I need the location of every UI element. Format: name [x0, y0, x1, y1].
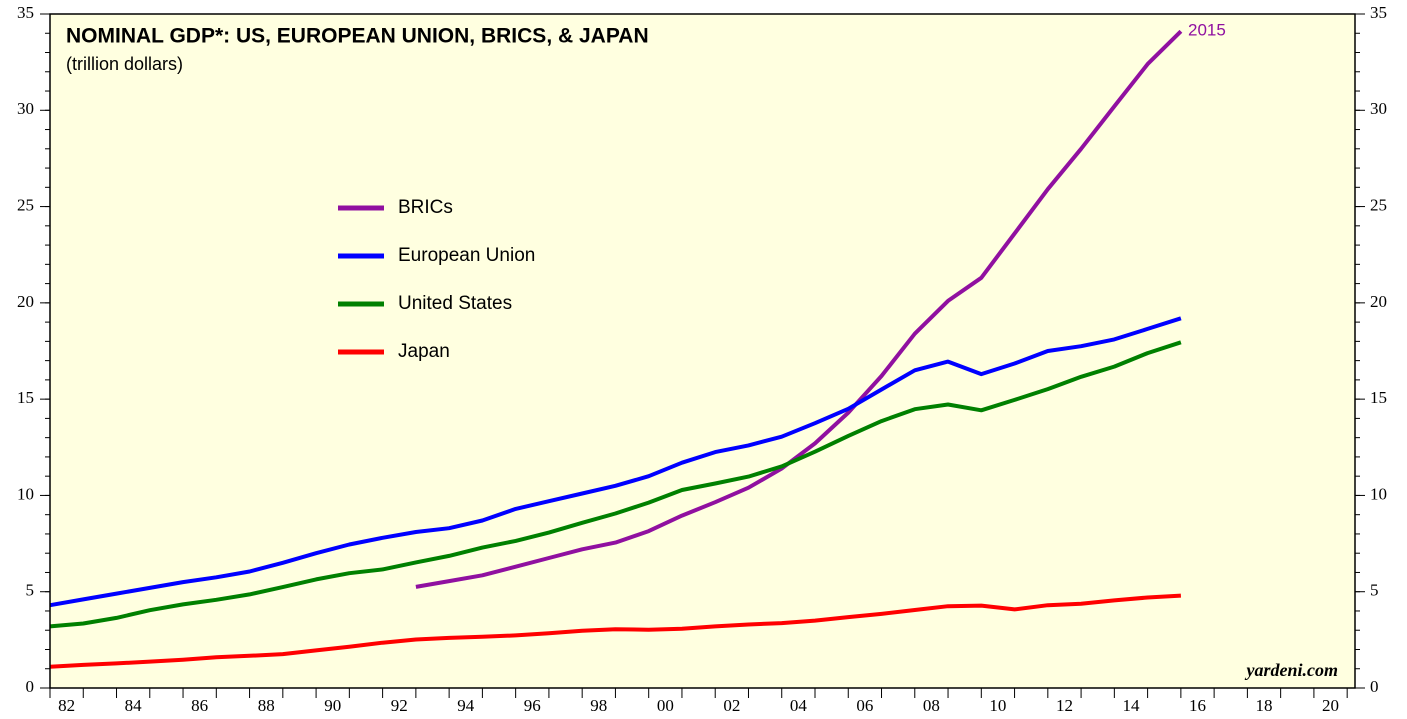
x-tick-label: 94 [457, 696, 475, 715]
legend-label: United States [398, 293, 512, 314]
y2-tick-label: 0 [1370, 677, 1379, 696]
plot-background [50, 14, 1355, 688]
x-tick-label: 98 [590, 696, 607, 715]
x-tick-label: 10 [989, 696, 1006, 715]
y-tick-label: 25 [17, 195, 34, 214]
x-tick-label: 86 [191, 696, 208, 715]
series-line [49, 340, 1182, 629]
y-tick-label: 5 [26, 581, 35, 600]
y2-tick-label: 25 [1370, 195, 1387, 214]
x-tick-label: 82 [58, 696, 75, 715]
x-tick-label: 90 [324, 696, 341, 715]
x-tick-label: 20 [1322, 696, 1339, 715]
x-tick-label: 00 [657, 696, 674, 715]
x-tick-label: 92 [391, 696, 408, 715]
y-tick-label: 30 [17, 99, 34, 118]
x-tick-label: 18 [1256, 696, 1273, 715]
y-tick-label: 10 [17, 484, 34, 503]
legend-label: BRICs [398, 197, 453, 218]
plot-frame [49, 13, 1356, 689]
y2-tick-label: 10 [1370, 484, 1387, 503]
x-tick-label: 04 [790, 696, 808, 715]
x-tick-label: 06 [856, 696, 873, 715]
chart-subtitle: (trillion dollars) [66, 54, 183, 74]
chart-title: NOMINAL GDP*: US, EUROPEAN UNION, BRICS,… [66, 25, 649, 48]
legend-label: European Union [398, 245, 535, 266]
x-tick-label: 96 [524, 696, 541, 715]
x-tick-label: 02 [723, 696, 740, 715]
y-tick-label: 35 [17, 3, 34, 22]
x-tick-label: 84 [125, 696, 143, 715]
y2-tick-label: 15 [1370, 388, 1387, 407]
x-tick-label: 08 [923, 696, 940, 715]
series-line [49, 316, 1182, 608]
x-tick-label: 16 [1189, 696, 1206, 715]
y2-tick-label: 35 [1370, 3, 1387, 22]
x-tick-label: 88 [258, 696, 275, 715]
legend-label: Japan [398, 341, 450, 362]
y2-tick-label: 20 [1370, 292, 1387, 311]
y-tick-label: 15 [17, 388, 34, 407]
y2-tick-label: 30 [1370, 99, 1387, 118]
y-tick-label: 20 [17, 292, 34, 311]
annotation: 2015 [1188, 20, 1226, 39]
x-tick-label: 14 [1122, 696, 1140, 715]
y2-tick-label: 5 [1370, 581, 1379, 600]
watermark: yardeni.com [1245, 660, 1339, 680]
y-tick-label: 0 [26, 677, 35, 696]
series-line [49, 593, 1182, 669]
series-line [415, 29, 1183, 589]
x-tick-label: 12 [1056, 696, 1073, 715]
